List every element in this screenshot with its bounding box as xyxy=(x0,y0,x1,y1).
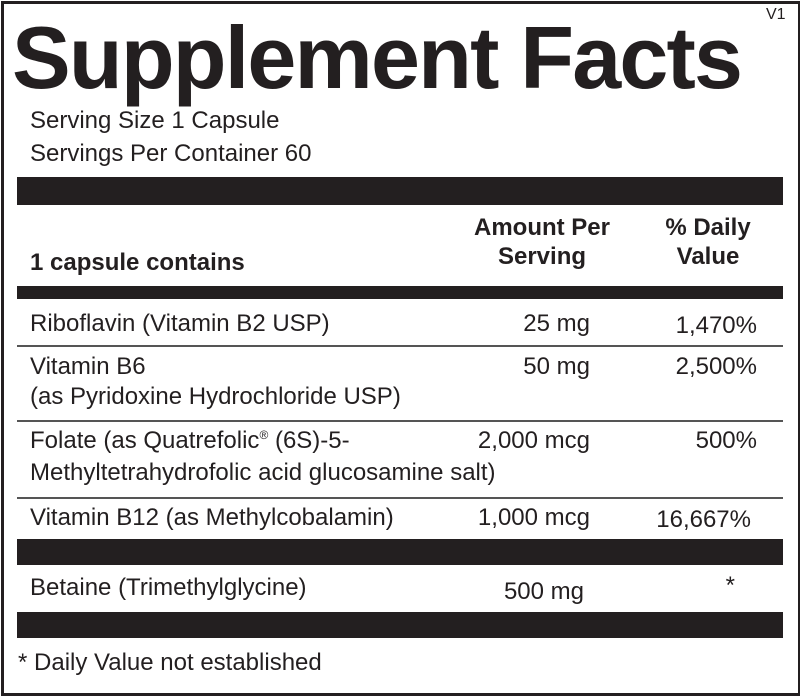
row-amount: 25 mg xyxy=(523,310,590,337)
row-dv: 2,500% xyxy=(675,353,757,380)
row-dv: 1,470% xyxy=(675,312,757,339)
row-name-line2: Methyltetrahydrofolic acid glucosamine s… xyxy=(30,459,496,486)
row-amount: 500 mg xyxy=(503,578,584,605)
row-name: Riboflavin (Vitamin B2 USP) xyxy=(30,310,330,337)
row-name: Betaine (Trimethylglycine) xyxy=(30,574,307,601)
row-amount: 2,000 mcg xyxy=(477,427,590,454)
header-amount: Amount Per Serving xyxy=(452,213,632,271)
row-name: Vitamin B12 (as Methylcobalamin) xyxy=(30,504,394,531)
header-amount-line2: Serving xyxy=(497,243,587,270)
row-dv: * xyxy=(725,572,735,599)
row-divider xyxy=(17,420,783,422)
row-name-line2: (as Pyridoxine Hydrochloride USP) xyxy=(30,383,401,410)
header-amount-line1: Amount Per xyxy=(473,214,610,241)
serving-size: Serving Size 1 Capsule xyxy=(30,107,280,134)
medium-divider xyxy=(17,286,783,299)
thick-divider xyxy=(17,539,783,565)
label-title: Supplement Facts xyxy=(12,8,743,107)
row-name: Folate (as Quatrefolic® (6S)-5- xyxy=(30,427,350,454)
header-dv-line1: % Daily xyxy=(665,214,751,241)
footnote: * Daily Value not established xyxy=(18,649,322,676)
row-dv: 16,667% xyxy=(656,506,751,533)
thick-divider xyxy=(17,612,783,638)
servings-per-container: Servings Per Container 60 xyxy=(30,140,312,167)
row-divider xyxy=(17,497,783,499)
header-contains: 1 capsule contains xyxy=(30,249,245,276)
row-amount: 50 mg xyxy=(523,353,590,380)
row-amount: 1,000 mcg xyxy=(477,504,590,531)
header-dv-line2: Value xyxy=(676,243,740,270)
row-divider xyxy=(17,345,783,347)
version-mark: V1 xyxy=(766,6,786,23)
row-name: Vitamin B6 xyxy=(30,353,146,380)
registered-mark: ® xyxy=(259,428,269,442)
header-daily-value: % Daily Value xyxy=(648,213,768,271)
thick-divider xyxy=(17,177,783,205)
row-dv: 500% xyxy=(695,427,757,454)
